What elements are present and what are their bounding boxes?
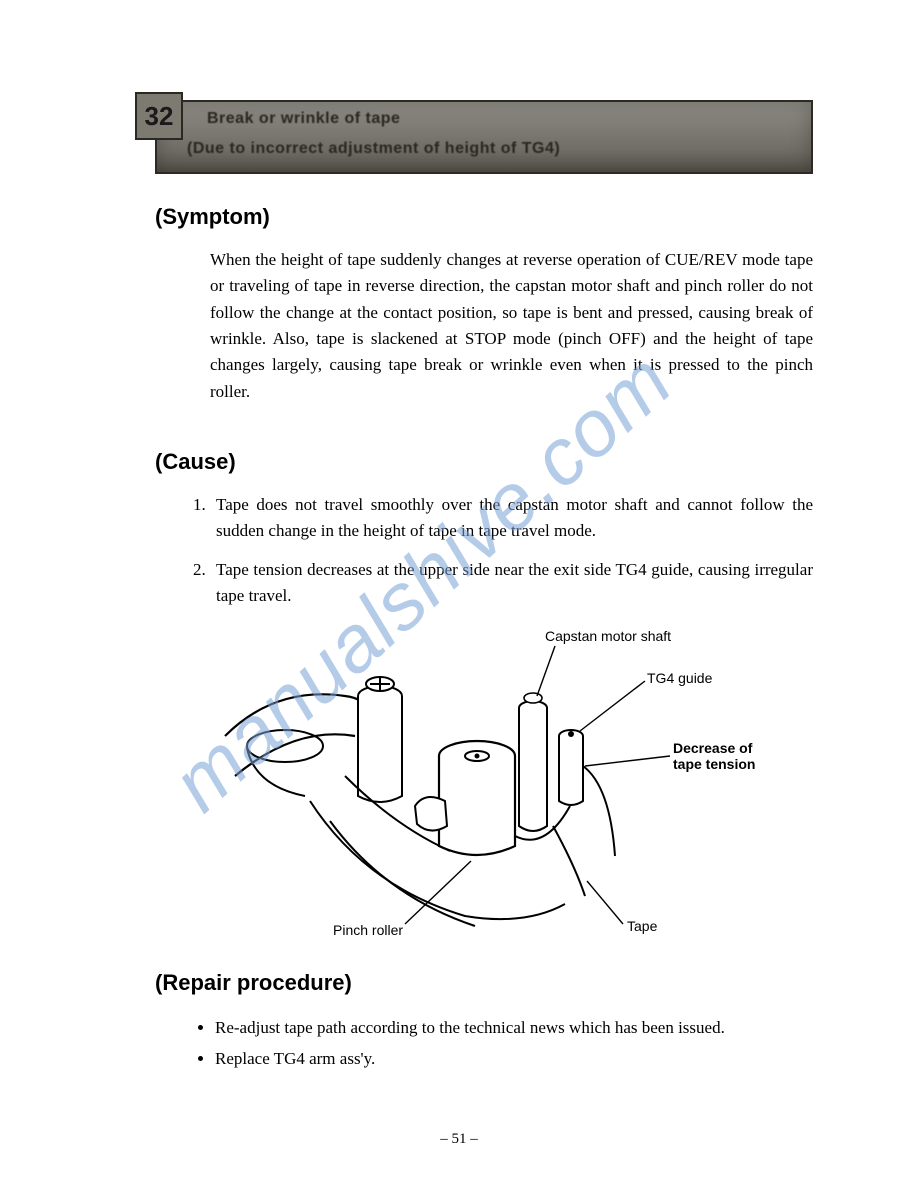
symptom-text: When the height of tape suddenly changes… <box>210 247 813 405</box>
repair-item: Re-adjust tape path according to the tec… <box>215 1013 813 1044</box>
document-page: 32 Break or wrinkle of tape (Due to inco… <box>0 0 918 1132</box>
cause-item: Tape tension decreases at the upper side… <box>210 557 813 610</box>
label-tape: Tape <box>627 918 657 934</box>
symptom-heading: (Symptom) <box>155 204 813 230</box>
cause-heading: (Cause) <box>155 449 813 475</box>
section-number-badge: 32 <box>135 92 183 140</box>
cause-item: Tape does not travel smoothly over the c… <box>210 492 813 545</box>
repair-heading: (Repair procedure) <box>155 970 813 996</box>
mechanism-diagram: Capstan motor shaft TG4 guide Decrease o… <box>215 626 735 946</box>
label-pinch: Pinch roller <box>333 922 403 938</box>
banner-subtitle: (Due to incorrect adjustment of height o… <box>187 140 560 158</box>
banner-title: Break or wrinkle of tape <box>207 110 400 128</box>
section-banner: 32 Break or wrinkle of tape (Due to inco… <box>135 100 813 174</box>
label-decrease-1: Decrease of <box>673 740 752 756</box>
label-capstan: Capstan motor shaft <box>545 628 671 644</box>
repair-list: Re-adjust tape path according to the tec… <box>195 1013 813 1074</box>
banner-background: Break or wrinkle of tape (Due to incorre… <box>155 100 813 174</box>
repair-item: Replace TG4 arm ass'y. <box>215 1044 813 1075</box>
cause-list: Tape does not travel smoothly over the c… <box>180 492 813 609</box>
label-tg4: TG4 guide <box>647 670 712 686</box>
page-number: – 51 – <box>440 1131 478 1148</box>
label-decrease-2: tape tension <box>673 756 755 772</box>
